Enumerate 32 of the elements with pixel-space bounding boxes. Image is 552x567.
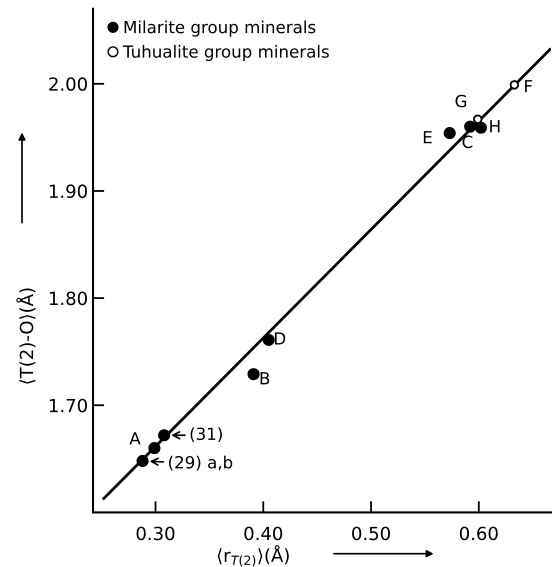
point bbox=[136, 454, 149, 468]
annotation: (31) bbox=[190, 427, 222, 442]
y-tick-label: 1.70 bbox=[50, 398, 87, 412]
annotation: A bbox=[129, 432, 141, 444]
annotation: H bbox=[490, 120, 500, 132]
annotation: E bbox=[424, 131, 432, 144]
x-tick-label: 0.60 bbox=[460, 526, 498, 540]
point bbox=[464, 120, 476, 133]
y-tick-label: 1.80 bbox=[50, 292, 87, 306]
annotation: C bbox=[462, 136, 472, 148]
y-tick-label: 1.90 bbox=[50, 184, 87, 198]
x-axis-title: ⟨r$_{T(2)}$⟩(Å) bbox=[218, 545, 289, 567]
annotation: D bbox=[274, 332, 286, 344]
legend-label: Milarite group minerals bbox=[124, 20, 316, 37]
point bbox=[262, 334, 275, 346]
legend-label: Tuhualite group minerals bbox=[122, 44, 329, 62]
point bbox=[158, 429, 170, 442]
y-axis-title: ⟨T(2)-O⟩(Å) bbox=[16, 288, 36, 384]
annotation: F bbox=[525, 80, 532, 92]
point bbox=[473, 114, 482, 124]
point bbox=[474, 122, 488, 134]
point bbox=[444, 127, 456, 140]
x-tick-label: 0.30 bbox=[136, 526, 174, 540]
x-tick-label: 0.40 bbox=[244, 526, 282, 540]
point bbox=[248, 368, 260, 380]
x-tick-label: 0.50 bbox=[352, 526, 390, 540]
point bbox=[510, 80, 520, 90]
annotation: G bbox=[456, 94, 466, 108]
annotation: (29) a,b bbox=[169, 456, 232, 471]
point bbox=[148, 442, 160, 454]
annotation: B bbox=[260, 372, 270, 384]
y-tick-label: 2.00 bbox=[49, 77, 87, 91]
